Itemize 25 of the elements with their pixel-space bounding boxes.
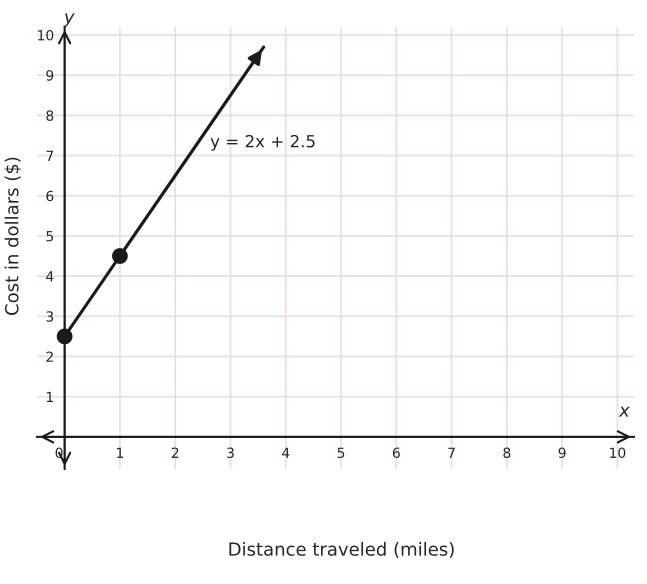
annotation: y = 2x + 2.5 bbox=[210, 134, 315, 151]
y-tick-label: 10 bbox=[38, 30, 54, 41]
y-tick-label: 3 bbox=[46, 311, 54, 322]
x-axis-title: Distance traveled (miles) bbox=[229, 542, 454, 558]
x-tick-label: 10 bbox=[610, 448, 626, 458]
y-tick-label: 5 bbox=[46, 231, 54, 242]
x-tick-label: 6 bbox=[392, 448, 400, 458]
y-tick-label: 1 bbox=[46, 392, 53, 402]
x-tick-label: 7 bbox=[448, 448, 455, 458]
x-tick-label: 1 bbox=[117, 448, 124, 458]
y-tick-label: 9 bbox=[46, 70, 54, 81]
x-tick-label: 3 bbox=[227, 448, 234, 458]
x-tick-label: 9 bbox=[558, 448, 566, 458]
x-tick-label: 4 bbox=[282, 448, 290, 458]
y-tick-label: 7 bbox=[46, 150, 54, 161]
annotation: x bbox=[618, 406, 630, 417]
x-tick-label: 2 bbox=[172, 448, 178, 458]
x-tick-label: 8 bbox=[503, 448, 510, 458]
y-axis-title: Cost in dollars ($) bbox=[4, 158, 21, 315]
x-tick-label: 5 bbox=[338, 448, 344, 458]
y-tick-label: 4 bbox=[46, 271, 54, 282]
y-tick-label: 8 bbox=[46, 110, 54, 121]
y-tick-label: 2 bbox=[46, 351, 53, 362]
annotation: y bbox=[63, 13, 75, 27]
y-tick-label: 6 bbox=[46, 190, 54, 202]
